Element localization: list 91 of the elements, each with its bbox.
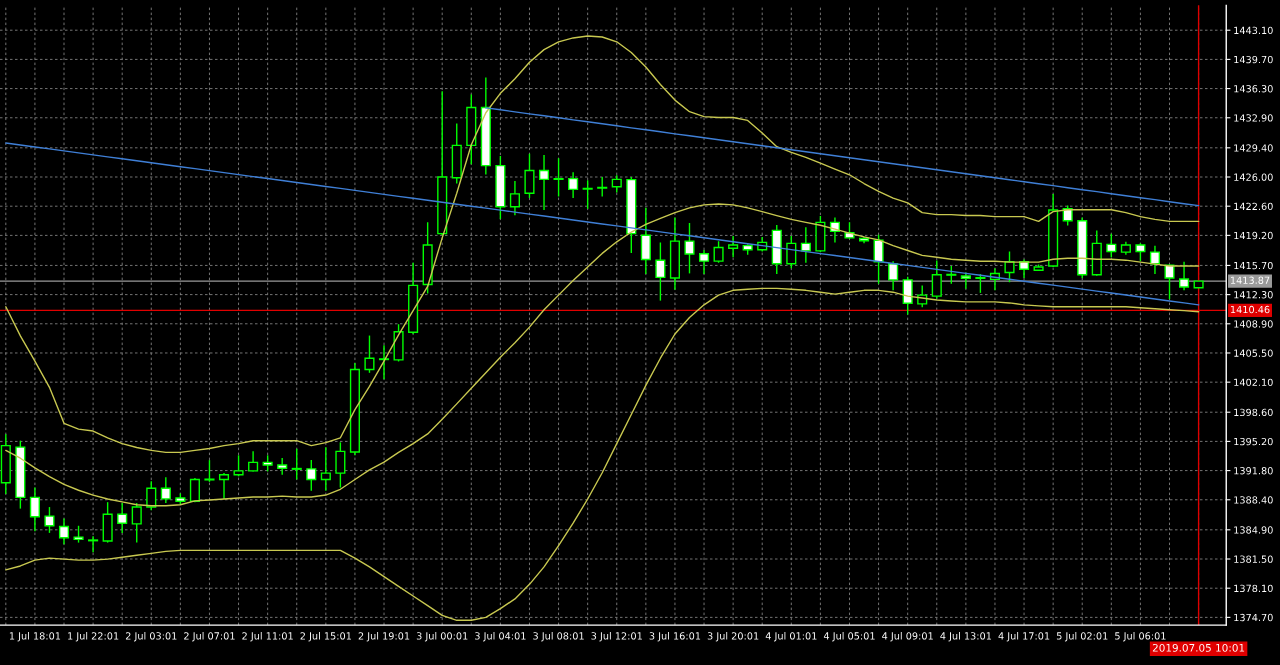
x-tick-label: 5 Jul 02:01 [1056, 632, 1108, 642]
candlestick [524, 153, 535, 199]
candlestick [582, 179, 593, 210]
candlestick [29, 486, 40, 532]
x-tick-label: 3 Jul 20:01 [707, 632, 759, 642]
candlestick [728, 235, 739, 258]
y-tick-label: 1405.50 [1234, 349, 1273, 357]
x-tick-label: 3 Jul 04:01 [475, 632, 526, 642]
x-tick-label: 1 Jul 22:01 [68, 632, 119, 642]
y-tick-label: 1429.40 [1234, 144, 1273, 152]
candlestick [888, 260, 899, 292]
ref-line-label: 1410.46 [1230, 305, 1270, 314]
candlestick [902, 276, 913, 316]
y-tick-label: 1398.60 [1234, 408, 1273, 417]
x-tick-label: 4 Jul 01:01 [765, 632, 817, 642]
candlestick [538, 154, 550, 211]
candlestick [1164, 263, 1175, 301]
x-tick-label: 2 Jul 11:01 [242, 632, 293, 642]
x-tick-label: 3 Jul 12:01 [591, 632, 642, 642]
candlestick [597, 176, 608, 198]
candlestick [306, 459, 317, 492]
candlestick [713, 240, 724, 264]
candlestick [931, 259, 942, 300]
candlestick [218, 472, 230, 500]
y-tick-label: 1439.70 [1234, 55, 1273, 64]
candlestick [291, 448, 302, 481]
y-tick-label: 1415.70 [1234, 261, 1273, 270]
x-tick-label: 4 Jul 05:01 [823, 632, 875, 642]
x-tick-label: 2 Jul 15:01 [300, 632, 351, 642]
candlestick [248, 450, 259, 473]
x-tick-label: 2 Jul 19:01 [358, 632, 410, 642]
y-tick-label: 1443.10 [1234, 26, 1273, 35]
candlestick [378, 344, 390, 380]
candlestick [204, 459, 215, 483]
candlestick [44, 506, 55, 534]
candlestick [189, 477, 200, 503]
x-tick-label: 5 Jul 06:01 [1115, 632, 1166, 642]
y-tick-label: 1402.10 [1234, 378, 1273, 386]
y-tick-label: 1432.90 [1234, 114, 1273, 122]
x-tick-label: 2 Jul 07:01 [184, 632, 235, 642]
candlestick [233, 454, 244, 478]
y-tick-label: 1391.80 [1234, 467, 1273, 475]
x-tick-label: 3 Jul 08:01 [533, 632, 584, 642]
candlestick [1149, 244, 1161, 275]
candlestick [335, 441, 346, 489]
candlestick [568, 171, 579, 199]
x-tick-label: 1 Jul 18:01 [9, 632, 61, 642]
y-tick-label: 1388.40 [1234, 496, 1273, 504]
ref-line-label: 1413.87 [1230, 276, 1270, 284]
x-tick-label: 3 Jul 16:01 [649, 632, 701, 642]
y-tick-label: 1412.30 [1234, 291, 1273, 299]
y-tick-label: 1384.90 [1234, 526, 1273, 534]
y-tick-label: 1419.20 [1234, 231, 1273, 240]
x-tick-label: 3 Jul 00:01 [416, 632, 468, 642]
candlestick [88, 535, 99, 554]
line-series [5, 142, 1200, 306]
y-tick-label: 1422.60 [1234, 202, 1273, 211]
x-tick-label: 2019.07.05 10:01 [1152, 643, 1245, 652]
x-tick-label: 4 Jul 09:01 [882, 632, 933, 642]
candlestick [975, 273, 986, 294]
line-series [5, 35, 1200, 454]
candlestick [1178, 261, 1190, 292]
candlestick [960, 271, 971, 290]
y-tick-label: 1374.70 [1234, 613, 1273, 622]
candlestick [655, 241, 666, 302]
y-tick-label: 1395.20 [1234, 437, 1273, 446]
x-tick-label: 2 Jul 03:01 [125, 632, 177, 642]
x-tick-label: 4 Jul 13:01 [940, 632, 992, 642]
candlestick [873, 233, 884, 285]
candlestick [146, 480, 157, 511]
line-series [485, 107, 1200, 207]
candlestick [58, 517, 70, 545]
y-tick-label: 1426.00 [1234, 173, 1273, 181]
candlestick [1106, 232, 1117, 258]
y-tick-label: 1381.50 [1234, 555, 1273, 563]
candlestick [117, 502, 128, 534]
y-tick-label: 1436.30 [1234, 85, 1273, 93]
line-series [5, 287, 1200, 621]
y-tick-label: 1378.10 [1234, 584, 1273, 593]
candlestick [131, 502, 142, 544]
x-tick-label: 4 Jul 17:01 [998, 632, 1050, 642]
candlestick [364, 334, 375, 374]
candlestick [698, 249, 710, 275]
candlestick [160, 476, 171, 504]
candlestick [684, 222, 695, 275]
candlestick [1004, 250, 1015, 283]
candlestick [553, 157, 564, 198]
candlestick [320, 446, 331, 492]
candlestick [509, 180, 520, 216]
y-tick-label: 1408.90 [1234, 320, 1273, 328]
candlestick [800, 226, 811, 264]
